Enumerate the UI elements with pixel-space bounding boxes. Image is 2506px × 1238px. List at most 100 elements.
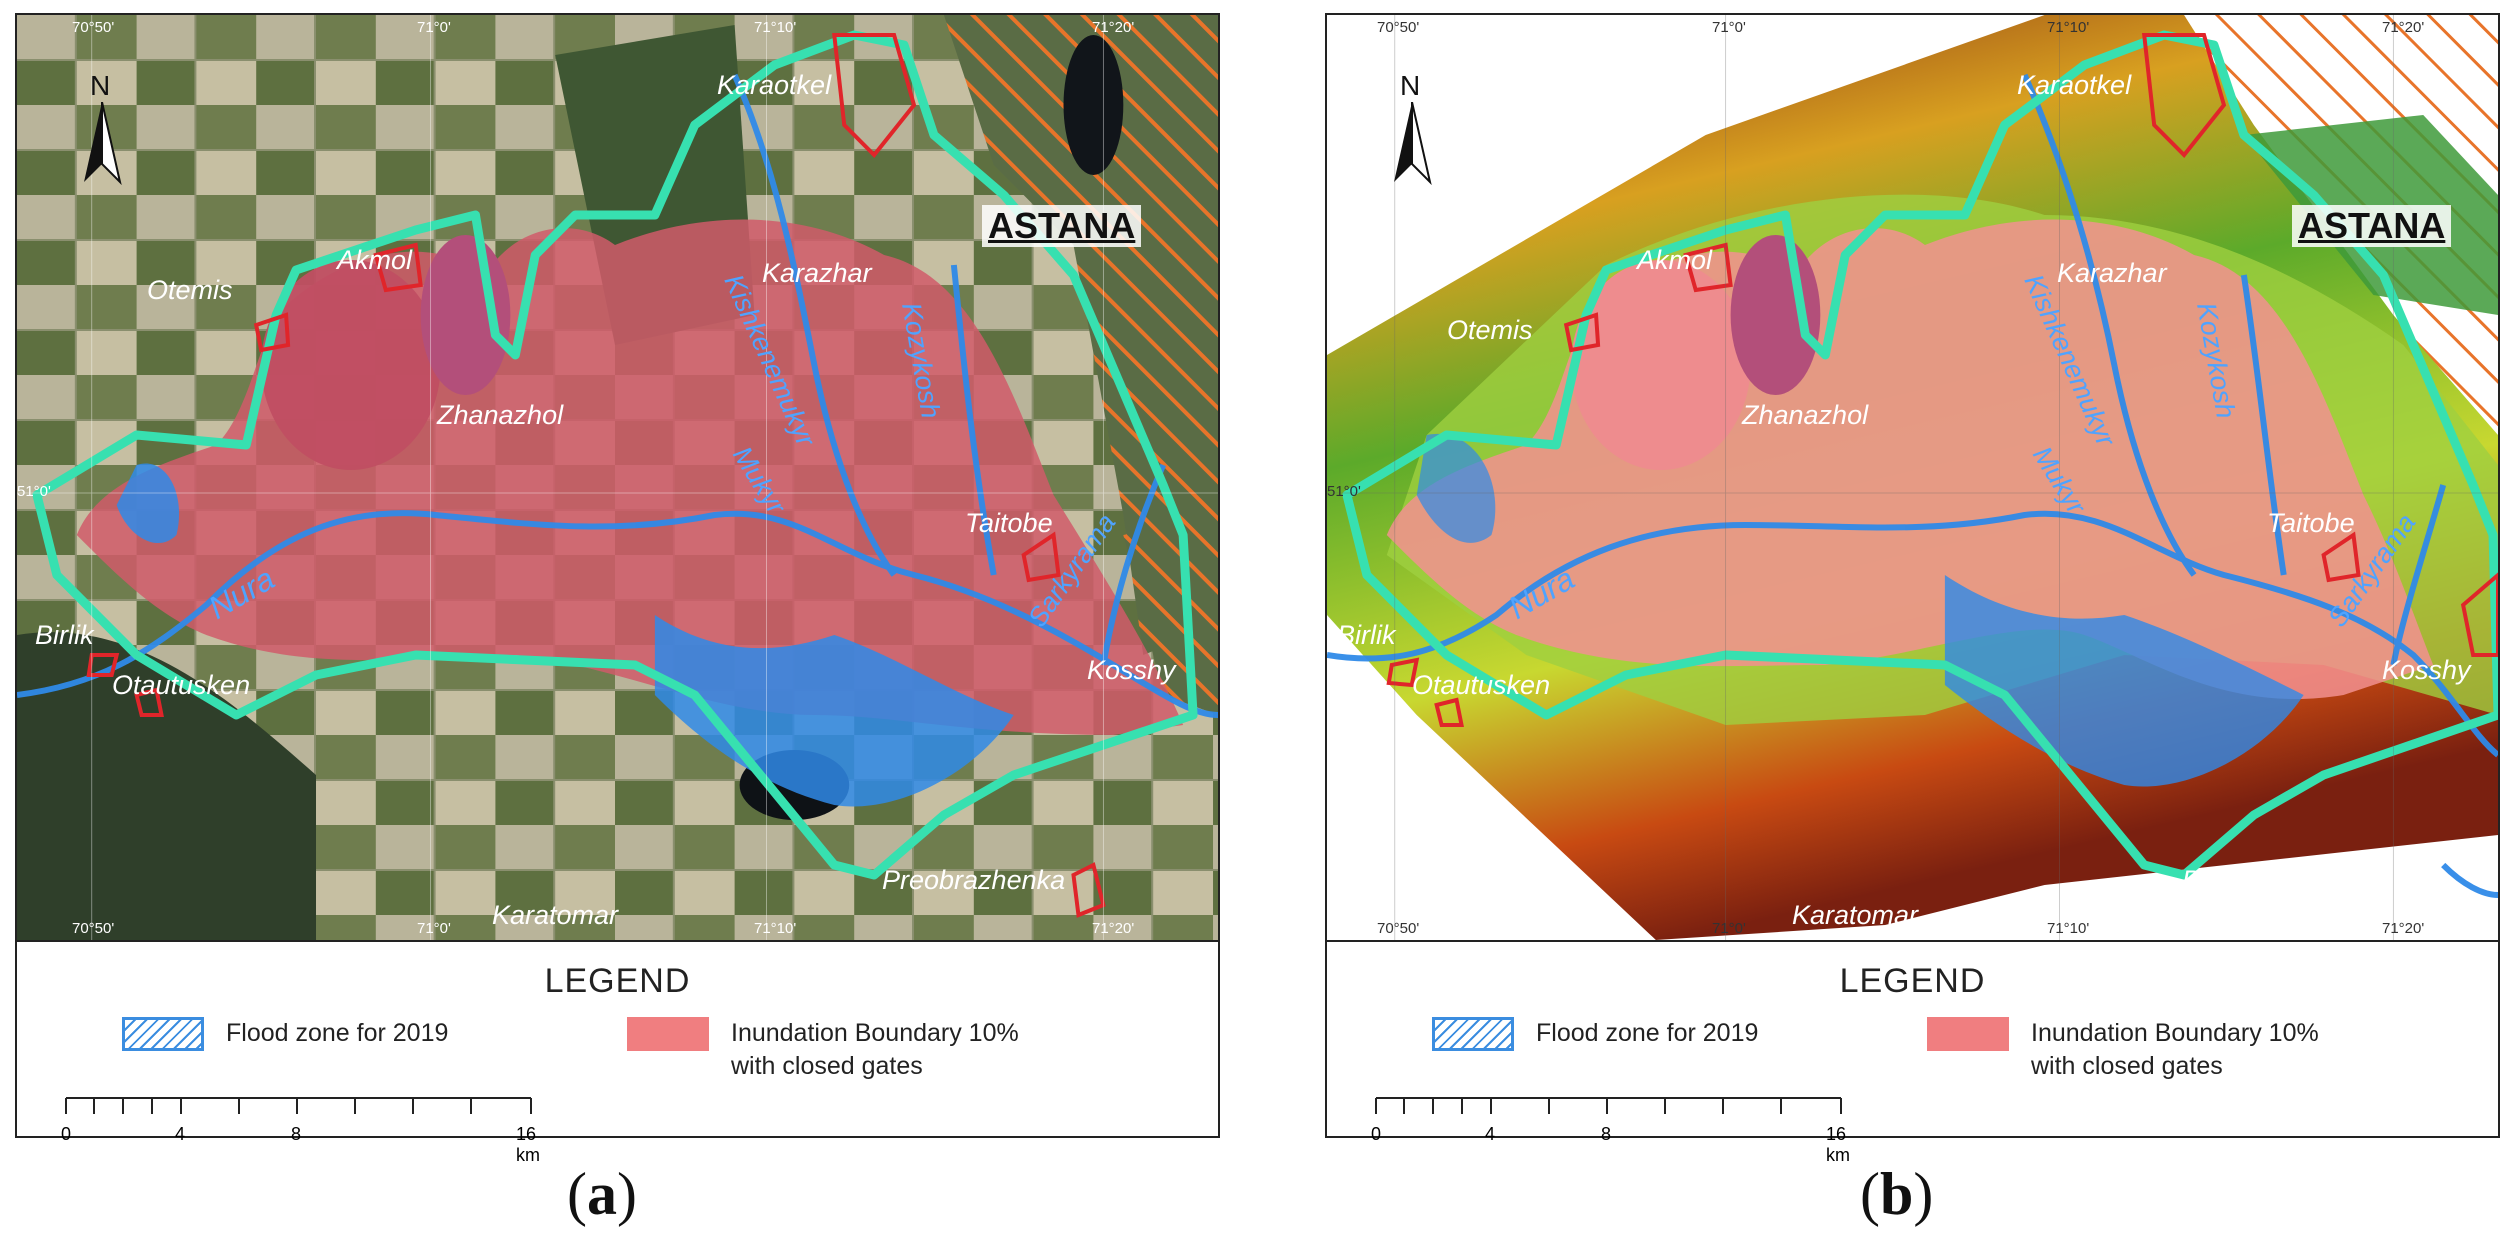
settlement-outlines [1386,33,2498,727]
settlement-label: Otemis [147,275,233,305]
legend-label: Flood zone for 2019 [1536,1019,1759,1047]
settlement-label: Karazhar [2057,258,2167,288]
map-satellite [17,15,1218,940]
caption-b: (b) [1860,1161,1934,1227]
legend-label-group: Inundation Boundary 10% with closed gate… [2031,1017,2319,1083]
map-dem [1327,15,2498,940]
coord-label: 71°20' [1092,19,1135,36]
settlement-label: Taitobe [2267,508,2355,538]
legend-label: Inundation Boundary 10% [731,1019,1019,1047]
coord-label: 71°20' [2382,19,2425,36]
legend-item-inundation: Inundation Boundary 10% with closed gate… [627,1017,1019,1083]
scale-bar: 0 4 8 16 km [1371,1092,1850,1165]
settlement-label: Taitobe [965,508,1053,538]
settlement-label: Karaotkel [2017,70,2132,100]
coord-label: 71°0' [1712,19,1746,36]
scale-bar: 0 4 8 16 km [61,1092,540,1165]
coord-label: 70°50' [1377,920,1420,937]
city-label: ASTANA [982,205,1142,247]
coord-label: 71°0' [417,19,451,36]
coord-label: 71°10' [2047,920,2090,937]
coord-label: 70°50' [72,19,115,36]
coord-label: 71°0' [1712,920,1746,937]
coord-label: 71°10' [754,920,797,937]
study-area-boundary [1342,30,2498,880]
coord-top-labels: 70°50' 71°0' 71°10' 71°20' [1327,19,2498,39]
city-label: ASTANA [2292,205,2452,247]
coord-side-label: 51°0' [1327,483,1361,500]
coord-side-label: 51°0' [17,483,51,500]
north-label: N [90,70,111,101]
coord-label: 71°20' [2382,920,2425,937]
legend-label: Inundation Boundary 10% [2031,1019,2319,1047]
flood-zone-channels [1327,73,2498,898]
north-arrow: N [1382,70,1442,190]
inundation-swatch [1927,1017,2009,1051]
coord-bottom-labels: 70°50' 71°0' 71°10' 71°20' [17,920,1218,940]
legend-label: with closed gates [2031,1052,2223,1080]
coord-label: 70°50' [1377,19,1420,36]
legend-b: LEGEND Flood zone for 2019 Inundation Bo… [1327,942,2498,1165]
settlement-label: Kosshy [1087,655,1176,685]
legend-a: LEGEND Flood zone for 2019 Inundation Bo… [17,942,1218,1165]
legend-item-flood-zone: Flood zone for 2019 [122,1017,448,1051]
settlement-label: Otemis [1447,315,1533,345]
settlement-outlines [86,33,1106,918]
study-area-boundary [32,30,1198,880]
map-frame-a: 70°50' 71°0' 71°10' 71°20' 70°50' 71°0' … [17,15,1218,942]
settlement-label: Karatomar [492,900,619,930]
inundation-swatch [627,1017,709,1051]
scale-tick-label: 16 km [516,1124,540,1165]
settlement-label: Otautusken [112,670,251,700]
scale-tick-label: 16 km [1826,1124,1850,1165]
coord-top-labels: 70°50' 71°0' 71°10' 71°20' [17,19,1218,39]
north-label: N [1400,70,1421,101]
scale-tick-label: 8 [1601,1124,1612,1144]
settlement-label: Preobrazhenka [882,865,1066,895]
settlement-label: Zhanazhol [437,400,564,430]
map-panel-b: 70°50' 71°0' 71°10' 71°20' 70°50' 71°0' … [1325,13,2500,1165]
settlement-label: Karaotkel [717,70,832,100]
flood-zone-swatch [122,1017,204,1051]
legend-label: Flood zone for 2019 [226,1019,449,1047]
legend-title: LEGEND [1839,962,1986,1000]
scale-tick-label: 8 [291,1124,302,1144]
legend-item-inundation: Inundation Boundary 10% with closed gate… [1927,1017,2319,1083]
settlement-label: Otautusken [1412,670,1551,700]
coord-bottom-labels: 70°50' 71°0' 71°10' 71°20' [1327,920,2498,940]
legend-item-flood-zone: Flood zone for 2019 [1432,1017,1758,1051]
coord-label: 71°0' [417,920,451,937]
scale-tick-label: 4 [1485,1124,1496,1144]
north-arrow-icon [1394,102,1432,186]
settlement-label: Karazhar [762,258,872,288]
scale-bar-ruler [65,1097,532,1114]
caption-letter: a [586,1161,617,1227]
scale-tick-label: 0 [1371,1124,1382,1144]
settlement-label: Birlik [35,620,94,650]
scale-tick-label: 0 [61,1124,72,1144]
legend-label-group: Inundation Boundary 10% with closed gate… [731,1017,1019,1083]
settlement-label: Akmol [337,245,413,275]
flood-zone-channels [17,73,1218,718]
settlement-label: Preobrazhenka [2182,865,2366,895]
scale-tick-label: 4 [175,1124,186,1144]
legend-label: with closed gates [731,1052,923,1080]
coord-label: 71°10' [2047,19,2090,36]
settlement-label: Zhanazhol [1742,400,1869,430]
caption-letter: b [1879,1161,1914,1227]
settlement-label: Akmol [1637,245,1713,275]
north-arrow-icon [84,102,122,186]
map-frame-b: 70°50' 71°0' 71°10' 71°20' 70°50' 71°0' … [1327,15,2498,942]
settlement-label: Kosshy [2382,655,2471,685]
settlement-label: Birlik [1337,620,1396,650]
flood-zone-swatch [1432,1017,1514,1051]
settlement-label: Karatomar [1792,900,1919,930]
coord-label: 71°20' [1092,920,1135,937]
map-panel-a: 70°50' 71°0' 71°10' 71°20' 70°50' 71°0' … [15,13,1220,1165]
north-arrow: N [72,70,132,190]
coord-label: 70°50' [72,920,115,937]
caption-a: (a) [567,1161,637,1227]
legend-title: LEGEND [544,962,691,1000]
coord-label: 71°10' [754,19,797,36]
scale-bar-ruler [1375,1097,1842,1114]
